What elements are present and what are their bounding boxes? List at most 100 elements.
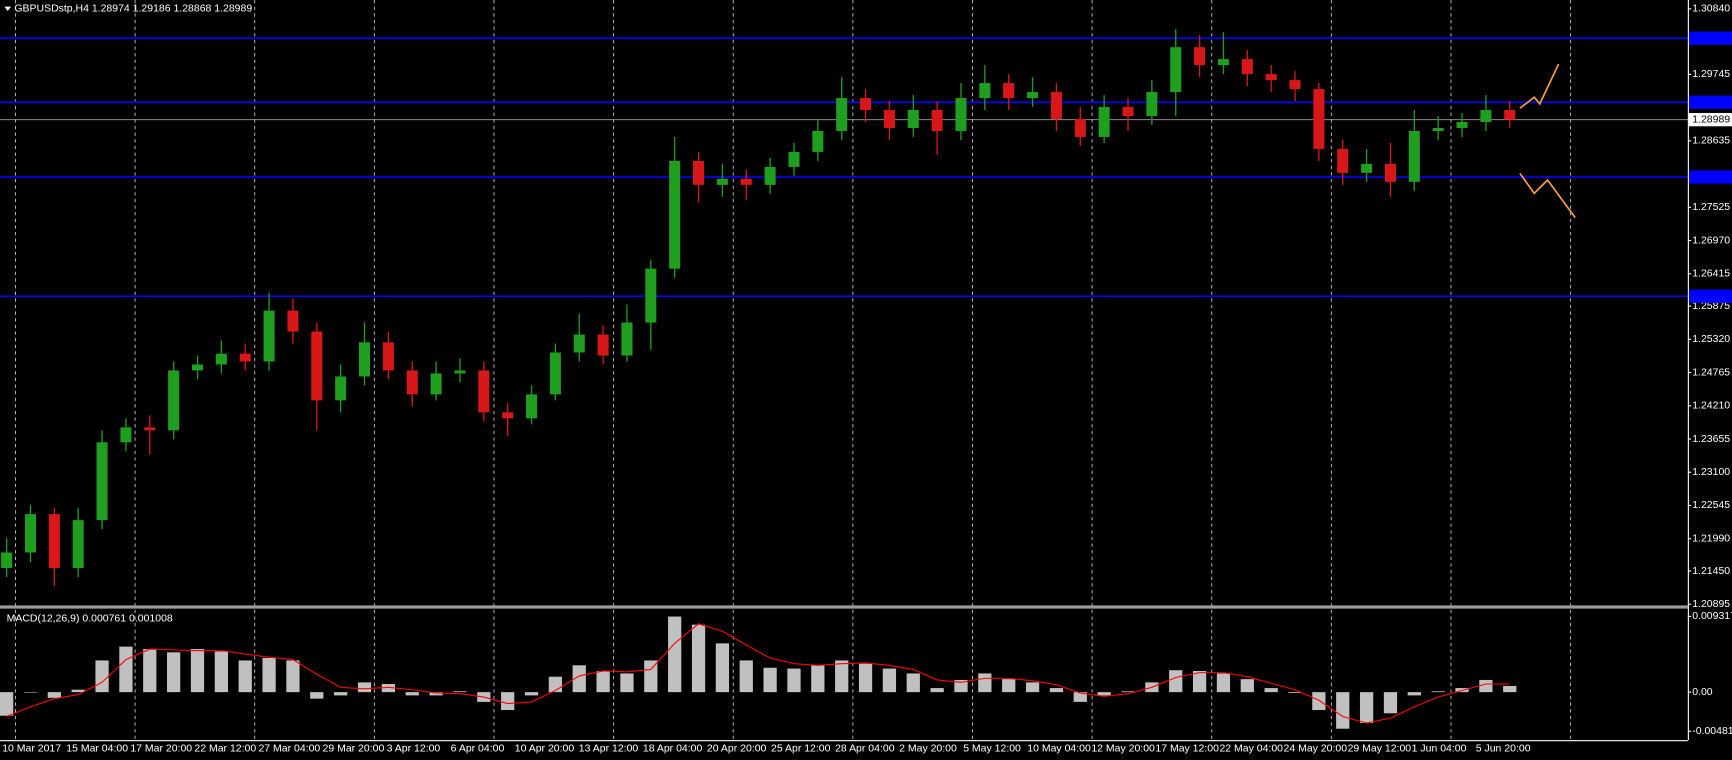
candle-body xyxy=(215,353,227,365)
macd-bar xyxy=(1169,670,1183,693)
candle-body xyxy=(1074,118,1086,137)
y-tick-label: 1.23655 xyxy=(1692,434,1730,445)
macd-bar xyxy=(930,688,944,693)
last-price-label: 1.28989 xyxy=(1692,114,1730,125)
candle-body xyxy=(1337,148,1349,173)
level-label xyxy=(1688,95,1732,109)
macd-bar xyxy=(763,667,777,693)
macd-bar xyxy=(238,660,252,693)
y-tick-label: 1.24765 xyxy=(1692,367,1730,378)
x-tick-label: 3 Apr 12:00 xyxy=(387,744,441,755)
candle-body xyxy=(1289,80,1301,90)
candle-body xyxy=(645,268,657,323)
candle-body xyxy=(788,151,800,167)
candle-body xyxy=(406,370,418,395)
macd-bar xyxy=(644,660,658,693)
candle-body xyxy=(931,110,943,131)
last-price-box xyxy=(1688,113,1732,127)
candle-body xyxy=(1456,121,1468,128)
x-tick-label: 1 Jun 04:00 xyxy=(1412,744,1467,755)
y-tick-label: 1.21450 xyxy=(1692,566,1730,577)
signal-line xyxy=(6,623,1510,724)
x-tick-label: 17 May 12:00 xyxy=(1155,744,1219,755)
x-tick-label: 15 Mar 04:00 xyxy=(66,744,128,755)
macd-bar xyxy=(143,649,157,693)
candle-body xyxy=(358,342,371,377)
macd-bar xyxy=(691,624,706,693)
candle-body xyxy=(1027,92,1039,99)
level-label xyxy=(1688,31,1732,45)
candle-body xyxy=(597,334,609,356)
projection-down xyxy=(1519,172,1576,219)
macd-bar xyxy=(1288,692,1302,693)
x-tick-label: 22 May 04:00 xyxy=(1219,744,1283,755)
y-tick-label: 1.21990 xyxy=(1692,533,1730,544)
candle-body xyxy=(621,322,633,356)
candle-body xyxy=(860,98,872,111)
candle-body xyxy=(1146,92,1158,117)
candle-body xyxy=(573,334,585,353)
macd-bar xyxy=(381,684,396,693)
candle-body xyxy=(549,352,561,395)
candle-body xyxy=(669,160,681,269)
candle-body xyxy=(191,364,204,371)
macd-bar xyxy=(1479,679,1493,693)
macd-bar xyxy=(310,692,324,699)
chart-title: GBPUSDstp,H4 1.28974 1.29186 1.28868 1.2… xyxy=(14,4,252,15)
candle-body xyxy=(120,427,132,443)
candle-body xyxy=(1003,83,1015,99)
x-tick-label: 10 Apr 20:00 xyxy=(515,744,575,755)
y-tick-label: 1.30840 xyxy=(1692,4,1730,15)
candle-body xyxy=(263,310,275,362)
macd-bar xyxy=(906,673,920,693)
candle-body xyxy=(955,98,967,131)
y-tick-label: 1.26970 xyxy=(1692,235,1730,246)
macd-bar xyxy=(190,649,205,693)
candle-body xyxy=(430,373,442,395)
macd-bar xyxy=(715,643,730,693)
macd-bar xyxy=(1097,692,1111,696)
macd-bar xyxy=(1431,691,1445,693)
x-tick-label: 10 May 04:00 xyxy=(1027,744,1091,755)
x-tick-label: 6 Apr 04:00 xyxy=(451,744,505,755)
candle-body xyxy=(1480,110,1492,122)
x-tick-label: 17 Mar 20:00 xyxy=(130,744,192,755)
candle-body xyxy=(454,370,466,374)
projection-up xyxy=(1519,63,1560,109)
macd-bar xyxy=(429,692,443,696)
y-tick-label: 0.009317 xyxy=(1692,611,1732,622)
candle-body xyxy=(526,394,538,419)
level-label xyxy=(1688,289,1732,303)
macd-bar xyxy=(1312,692,1326,711)
candle-body xyxy=(48,514,60,569)
macd-bar xyxy=(1503,685,1517,693)
candle-body xyxy=(1408,130,1420,182)
x-tick-label: 5 May 12:00 xyxy=(963,744,1021,755)
candle-body xyxy=(740,178,752,185)
candle-body xyxy=(1122,107,1134,117)
macd-bar xyxy=(787,668,801,693)
candle-body xyxy=(1384,163,1396,182)
candle-body xyxy=(716,178,728,185)
x-tick-label: 24 May 20:00 xyxy=(1284,744,1348,755)
y-tick-label: 1.24210 xyxy=(1692,401,1730,412)
macd-bar xyxy=(334,692,348,696)
menu-triangle[interactable] xyxy=(4,6,12,12)
macd-bar xyxy=(811,665,825,693)
candle-body xyxy=(1098,107,1110,137)
candle-body xyxy=(502,412,514,419)
candle-body xyxy=(907,110,919,128)
candle-body xyxy=(382,342,394,371)
x-tick-label: 10 Mar 2017 xyxy=(2,744,61,755)
macd-bar xyxy=(1383,692,1398,714)
macd-bar xyxy=(119,646,133,693)
macd-bar xyxy=(47,692,61,698)
grid xyxy=(15,0,1572,741)
macd-bar xyxy=(95,660,109,693)
candle-body xyxy=(144,427,156,431)
macd-bar xyxy=(1240,679,1254,693)
macd-bar xyxy=(1192,671,1207,693)
macd-bar xyxy=(214,651,228,693)
